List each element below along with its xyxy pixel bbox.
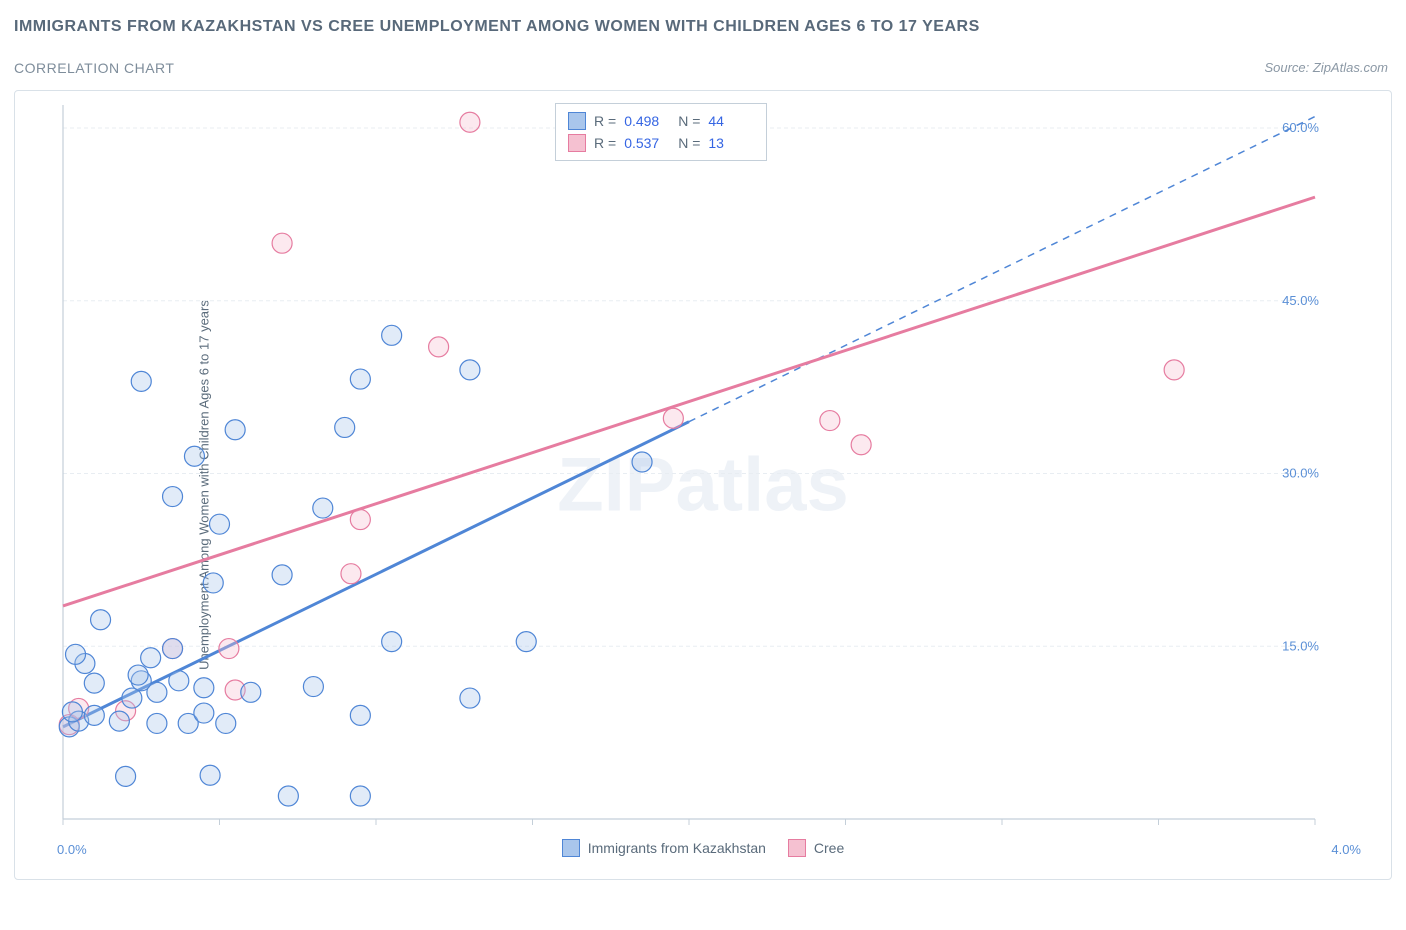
plot-area: 15.0% 30.0% 45.0% 60.0% — [57, 101, 1321, 825]
stats-row: R = 0.537 N = 13 — [568, 132, 754, 154]
data-point — [210, 514, 230, 534]
data-point — [163, 639, 183, 659]
n-label: N = — [678, 132, 700, 154]
data-point — [203, 573, 223, 593]
data-point — [303, 677, 323, 697]
data-point — [382, 632, 402, 652]
data-point — [632, 452, 652, 472]
data-point — [84, 705, 104, 725]
data-point — [141, 648, 161, 668]
data-point — [66, 644, 86, 664]
data-point — [335, 417, 355, 437]
series-swatch — [568, 134, 586, 152]
data-point — [1164, 360, 1184, 380]
n-value: 44 — [708, 110, 754, 132]
legend-label: Cree — [814, 840, 844, 856]
data-point — [313, 498, 333, 518]
y-tick-label: 15.0% — [1282, 638, 1319, 653]
data-point — [163, 487, 183, 507]
data-point — [516, 632, 536, 652]
series-swatch — [568, 112, 586, 130]
data-point — [225, 420, 245, 440]
data-point — [663, 408, 683, 428]
data-point — [116, 766, 136, 786]
data-point — [216, 713, 236, 733]
legend-item: Immigrants from Kazakhstan — [562, 839, 766, 857]
data-point — [341, 564, 361, 584]
data-point — [820, 411, 840, 431]
data-point — [128, 665, 148, 685]
data-point — [350, 705, 370, 725]
chart-container: IMMIGRANTS FROM KAZAKHSTAN VS CREE UNEMP… — [0, 0, 1406, 930]
data-point — [147, 713, 167, 733]
data-point — [382, 325, 402, 345]
data-point — [194, 703, 214, 723]
legend-swatch — [788, 839, 806, 857]
data-point — [194, 678, 214, 698]
legend-label: Immigrants from Kazakhstan — [588, 840, 766, 856]
data-point — [350, 510, 370, 530]
r-value: 0.498 — [624, 110, 670, 132]
data-point — [272, 233, 292, 253]
legend-item: Cree — [788, 839, 844, 857]
data-point — [460, 688, 480, 708]
data-point — [91, 610, 111, 630]
data-point — [851, 435, 871, 455]
data-point — [241, 682, 261, 702]
data-point — [429, 337, 449, 357]
stats-row: R = 0.498 N = 44 — [568, 110, 754, 132]
r-value: 0.537 — [624, 132, 670, 154]
plot-svg: 15.0% 30.0% 45.0% 60.0% — [57, 101, 1321, 825]
n-label: N = — [678, 110, 700, 132]
data-point — [350, 369, 370, 389]
data-point — [460, 112, 480, 132]
data-point — [169, 671, 189, 691]
data-point — [460, 360, 480, 380]
data-point — [131, 371, 151, 391]
chart-subtitle: CORRELATION CHART — [14, 60, 174, 76]
legend: Immigrants from Kazakhstan Cree — [15, 839, 1391, 857]
n-value: 13 — [708, 132, 754, 154]
data-point — [184, 446, 204, 466]
trend-line-series-1 — [63, 197, 1315, 606]
source-label: Source: ZipAtlas.com — [1264, 60, 1388, 75]
y-tick-label: 60.0% — [1282, 120, 1319, 135]
data-point — [278, 786, 298, 806]
y-tick-label: 30.0% — [1282, 466, 1319, 481]
data-point — [219, 639, 239, 659]
correlation-stats-box: R = 0.498 N = 44 R = 0.537 N = 13 — [555, 103, 767, 161]
data-point — [84, 673, 104, 693]
chart-frame: Unemployment Among Women with Children A… — [14, 90, 1392, 880]
r-label: R = — [594, 110, 616, 132]
data-point — [200, 765, 220, 785]
legend-swatch — [562, 839, 580, 857]
r-label: R = — [594, 132, 616, 154]
data-point — [272, 565, 292, 585]
data-point — [350, 786, 370, 806]
y-tick-label: 45.0% — [1282, 293, 1319, 308]
data-point — [62, 702, 82, 722]
data-point — [109, 711, 129, 731]
chart-title: IMMIGRANTS FROM KAZAKHSTAN VS CREE UNEMP… — [14, 18, 980, 36]
trend-line-series-0-extrapolated — [689, 117, 1315, 422]
